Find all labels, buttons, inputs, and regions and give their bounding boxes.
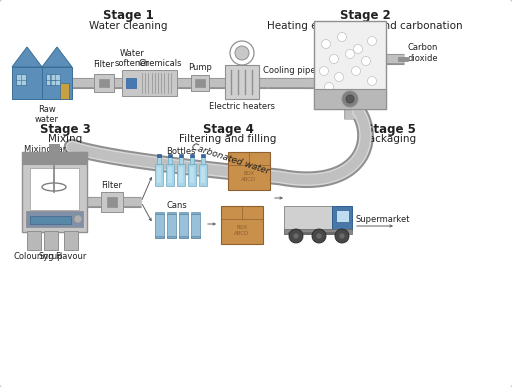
Text: Supermarket: Supermarket — [356, 216, 411, 224]
Bar — [126, 78, 136, 88]
Bar — [168, 167, 172, 183]
Bar — [12, 67, 42, 99]
Bar — [50, 74, 60, 85]
Circle shape — [361, 57, 371, 65]
Circle shape — [325, 82, 333, 91]
Text: Mixing tank: Mixing tank — [24, 144, 73, 154]
Circle shape — [74, 215, 82, 223]
Bar — [157, 154, 161, 157]
Bar — [284, 229, 352, 234]
Bar — [49, 144, 59, 152]
Text: Carbon
dioxide: Carbon dioxide — [408, 43, 439, 63]
Circle shape — [353, 45, 362, 53]
Text: Filtering and filling: Filtering and filling — [179, 134, 276, 144]
Bar — [27, 231, 41, 250]
Circle shape — [334, 72, 344, 82]
Text: Packaging: Packaging — [364, 134, 417, 144]
Bar — [332, 206, 352, 230]
Circle shape — [337, 33, 347, 41]
Bar — [168, 154, 172, 157]
Bar — [107, 197, 117, 207]
Text: Bottles: Bottles — [166, 147, 196, 156]
Bar — [191, 236, 200, 238]
Circle shape — [346, 95, 354, 103]
Text: Filter: Filter — [94, 60, 115, 69]
Bar — [179, 214, 188, 238]
Bar — [314, 21, 386, 109]
Circle shape — [312, 229, 326, 243]
Bar — [201, 154, 205, 157]
Text: Chemicals: Chemicals — [138, 59, 182, 68]
Bar — [190, 167, 194, 183]
Text: Mixing: Mixing — [48, 134, 82, 144]
Bar — [64, 231, 78, 250]
Text: Stage 2: Stage 2 — [339, 9, 390, 22]
Bar — [190, 157, 194, 164]
Bar — [167, 236, 176, 238]
Text: Water
softener: Water softener — [115, 49, 150, 68]
Bar — [44, 231, 58, 250]
Bar — [228, 152, 270, 190]
Bar — [46, 74, 56, 85]
Circle shape — [342, 91, 358, 107]
Text: Cans: Cans — [166, 201, 187, 210]
Bar — [168, 157, 172, 164]
Circle shape — [230, 41, 254, 65]
Bar — [225, 65, 259, 99]
Circle shape — [368, 36, 376, 46]
Text: Water cleaning: Water cleaning — [89, 21, 167, 31]
Bar — [314, 89, 386, 109]
Bar — [122, 70, 177, 96]
Bar — [16, 74, 26, 85]
Circle shape — [235, 46, 249, 60]
Bar — [284, 206, 332, 234]
Text: Filter: Filter — [101, 181, 122, 190]
Bar — [191, 75, 209, 91]
Bar — [42, 67, 72, 99]
Circle shape — [335, 229, 349, 243]
Circle shape — [330, 55, 338, 63]
Bar — [188, 164, 196, 186]
Text: Carbonated water: Carbonated water — [190, 142, 270, 176]
Bar — [398, 57, 408, 61]
Bar — [22, 152, 87, 164]
Circle shape — [368, 77, 376, 86]
Text: Pump: Pump — [188, 63, 212, 72]
Circle shape — [352, 67, 360, 75]
Bar — [26, 211, 83, 227]
Bar — [199, 164, 207, 186]
Text: Stage 1: Stage 1 — [102, 9, 154, 22]
Text: Syrup: Syrup — [39, 252, 63, 261]
Text: Stage 5: Stage 5 — [365, 123, 415, 135]
Bar — [179, 212, 188, 214]
Bar — [179, 157, 183, 164]
Bar — [60, 83, 69, 99]
Circle shape — [339, 233, 345, 239]
Bar — [157, 157, 161, 164]
Bar — [221, 206, 263, 244]
Bar — [191, 214, 200, 238]
Text: Electric heaters: Electric heaters — [209, 102, 275, 111]
Bar — [155, 236, 164, 238]
Bar — [195, 79, 205, 87]
Bar — [336, 210, 349, 222]
Circle shape — [293, 233, 299, 239]
Circle shape — [322, 39, 331, 48]
Circle shape — [319, 67, 329, 75]
Polygon shape — [42, 47, 72, 67]
Bar — [94, 74, 114, 92]
Bar — [167, 214, 176, 238]
Bar — [191, 212, 200, 214]
Bar — [179, 154, 183, 157]
Circle shape — [316, 233, 322, 239]
Bar — [30, 216, 71, 224]
Bar — [166, 164, 174, 186]
Bar — [155, 214, 164, 238]
Bar — [22, 152, 87, 232]
Text: BOX
ABCD: BOX ABCD — [241, 171, 257, 182]
Text: Colouring: Colouring — [14, 252, 54, 261]
Text: Flavour: Flavour — [55, 252, 87, 261]
Bar — [179, 236, 188, 238]
Bar — [177, 164, 185, 186]
